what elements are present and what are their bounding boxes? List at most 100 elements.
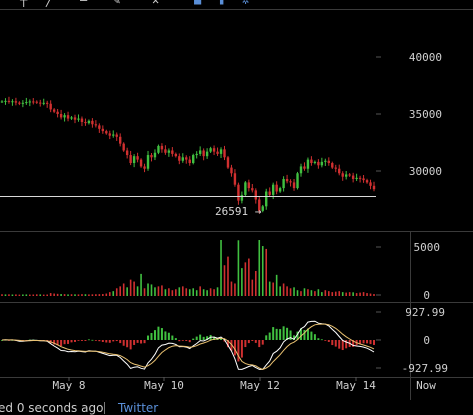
macd-histogram-bar: [310, 331, 313, 340]
volume-bar: [289, 288, 292, 296]
volume-bar: [341, 292, 344, 296]
price-chart[interactable]: 40000 35000 30000 26591 → 5000 0 927.99 …: [0, 0, 473, 400]
volume-bar: [56, 293, 59, 296]
candle-body: [77, 118, 80, 120]
x-tick-label: May 8: [52, 379, 85, 392]
candle-body: [320, 161, 324, 166]
macd-histogram-bar: [303, 330, 306, 340]
macd-histogram-bar: [1, 340, 3, 341]
volume-bar: [18, 294, 21, 296]
macd-histogram-bar: [147, 335, 150, 340]
candle-body: [358, 177, 362, 179]
macd-histogram-bar: [345, 340, 348, 349]
macd-histogram-bar: [233, 340, 236, 356]
macd-histogram-bar: [167, 332, 170, 340]
volume-bar: [175, 289, 177, 296]
candle-body: [32, 101, 35, 103]
candle-body: [285, 178, 289, 182]
settings-icon[interactable]: ✲: [242, 0, 250, 7]
candle-body: [195, 153, 198, 156]
volume-bar: [161, 285, 163, 296]
y-tick-label: 40000: [409, 51, 442, 64]
pointer-icon[interactable]: ┼: [20, 0, 28, 7]
candle-body: [25, 102, 28, 104]
volume-bar: [317, 289, 320, 296]
brush-icon[interactable]: ✎: [113, 0, 121, 7]
volume-bar: [373, 294, 375, 296]
volume-bar: [307, 289, 309, 296]
volume-bar: [293, 287, 295, 296]
macd-histogram-bar: [279, 329, 282, 340]
macd-histogram-bar: [362, 340, 365, 344]
macd-histogram-bar: [63, 340, 66, 345]
volume-bar: [303, 288, 306, 296]
macd-histogram-bar: [178, 340, 181, 342]
save-icon[interactable]: ■: [194, 0, 202, 7]
volume-bar: [237, 240, 240, 296]
macd-histogram-bar: [230, 340, 233, 351]
candle-body: [21, 102, 25, 104]
candle-body: [0, 101, 4, 103]
volume-bar: [143, 288, 146, 296]
candle-body: [98, 125, 101, 129]
volume-bar: [122, 283, 125, 296]
volume-bar: [275, 274, 278, 296]
candle-body: [63, 115, 66, 118]
macd-histogram-bar: [133, 340, 136, 345]
candle-body: [45, 102, 49, 104]
candle-body: [271, 184, 275, 195]
volume-bar: [35, 294, 38, 296]
volume-bar: [98, 294, 101, 296]
volume-bar: [355, 293, 358, 296]
macd-histogram-bar: [275, 328, 278, 340]
volume-bar: [67, 294, 69, 296]
macd-histogram-bar: [306, 328, 309, 340]
candle-body: [129, 155, 132, 164]
candle-body: [153, 152, 157, 158]
macd-histogram-bar: [331, 340, 334, 346]
macd-histogram-bar: [341, 340, 344, 351]
volume-bar: [15, 294, 17, 296]
candle-body: [7, 100, 11, 102]
volume-bar: [230, 281, 233, 296]
volume-bar: [251, 279, 254, 296]
volume-bar: [300, 291, 302, 296]
macd-histogram-bar: [53, 340, 56, 345]
support-label: 26591 →: [215, 205, 262, 218]
candle-body: [80, 118, 84, 122]
volume-bar: [352, 292, 354, 296]
twitter-link[interactable]: Twitter: [118, 401, 159, 415]
candle-body: [258, 199, 261, 211]
volume-bar: [8, 294, 10, 296]
candle-body: [94, 124, 98, 126]
candle-body: [237, 184, 240, 201]
candle-body: [313, 161, 317, 164]
candle-body: [188, 159, 191, 164]
volume-bar: [188, 289, 191, 296]
volume-bar: [216, 287, 219, 296]
candle-body: [42, 102, 45, 104]
volume-bar: [4, 294, 7, 296]
macd-histogram-bar: [115, 340, 118, 342]
candle-body: [247, 182, 251, 189]
candle-body: [146, 155, 150, 169]
line-tool-icon[interactable]: ╱: [46, 0, 54, 7]
crosshair-icon[interactable]: ✕: [152, 0, 160, 7]
macd-histogram-bar: [160, 328, 163, 340]
candle-body: [254, 190, 257, 200]
macd-histogram-bar: [240, 340, 243, 358]
candle-body: [59, 114, 63, 118]
macd-series: [1, 320, 375, 370]
bars-icon[interactable]: ▮: [218, 0, 226, 7]
candle-body: [202, 150, 205, 157]
horizontal-line-icon[interactable]: —: [80, 0, 88, 7]
volume-bar: [338, 291, 341, 296]
volume-bar: [213, 289, 215, 296]
volume-bar: [42, 294, 45, 296]
volume-bar: [168, 288, 170, 296]
volume-bar: [63, 294, 66, 296]
volume-bar: [254, 271, 257, 296]
candle-body: [348, 174, 351, 176]
candle-body: [310, 159, 313, 164]
volume-bar: [154, 287, 156, 296]
